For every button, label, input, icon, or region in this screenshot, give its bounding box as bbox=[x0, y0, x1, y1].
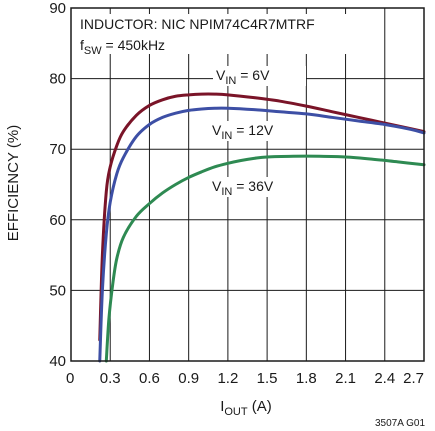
efficiency-line-12v bbox=[98, 106, 426, 363]
x-tick-label: 0 bbox=[66, 370, 74, 387]
x-tick-label: 0.6 bbox=[139, 370, 160, 387]
series-label-6v: VIN = 6V bbox=[216, 67, 270, 87]
plot-frame bbox=[70, 7, 425, 362]
efficiency-curves bbox=[98, 92, 426, 363]
x-tick-label: 2.4 bbox=[374, 370, 395, 387]
series-label-36v: VIN = 36V bbox=[212, 178, 274, 198]
x-tick-label: 1.8 bbox=[296, 370, 317, 387]
efficiency-line-6v bbox=[98, 92, 426, 342]
figure-code: 3507A G01 bbox=[375, 418, 425, 429]
label-backdrop bbox=[207, 177, 300, 197]
x-tick-label: 0.9 bbox=[178, 370, 199, 387]
y-tick-label: 40 bbox=[49, 353, 66, 370]
label-backdrop bbox=[207, 121, 300, 141]
inductor-note: INDUCTOR: NIC NPIM74C4R7MTRF bbox=[80, 16, 315, 32]
x-axis-ticks: 0 0.3 0.6 0.9 1.2 1.5 1.8 2.1 2.4 2.7 bbox=[66, 370, 424, 387]
y-tick-label: 80 bbox=[49, 71, 66, 88]
label-backdrop bbox=[78, 14, 351, 54]
x-axis-label: IOUT (A) bbox=[220, 398, 272, 418]
y-tick-label: 90 bbox=[49, 0, 66, 17]
efficiency-line-36v bbox=[104, 154, 426, 363]
y-tick-label: 70 bbox=[49, 141, 66, 158]
x-tick-label: 1.5 bbox=[257, 370, 278, 387]
grid-lines bbox=[70, 7, 425, 362]
switching-frequency-note: fSW = 450kHz bbox=[80, 37, 165, 57]
y-tick-label: 50 bbox=[49, 282, 66, 299]
y-axis-label: EFFICIENCY (%) bbox=[5, 125, 22, 241]
x-tick-label: 2.1 bbox=[335, 370, 356, 387]
x-tick-label: 1.2 bbox=[217, 370, 238, 387]
y-tick-label: 60 bbox=[49, 212, 66, 229]
x-tick-label: 0.3 bbox=[100, 370, 121, 387]
series-label-12v: VIN = 12V bbox=[212, 122, 274, 142]
label-backdrop bbox=[213, 66, 306, 86]
x-tick-label: 2.7 bbox=[403, 370, 424, 387]
y-axis-ticks: 40 50 60 70 80 90 bbox=[49, 0, 66, 370]
